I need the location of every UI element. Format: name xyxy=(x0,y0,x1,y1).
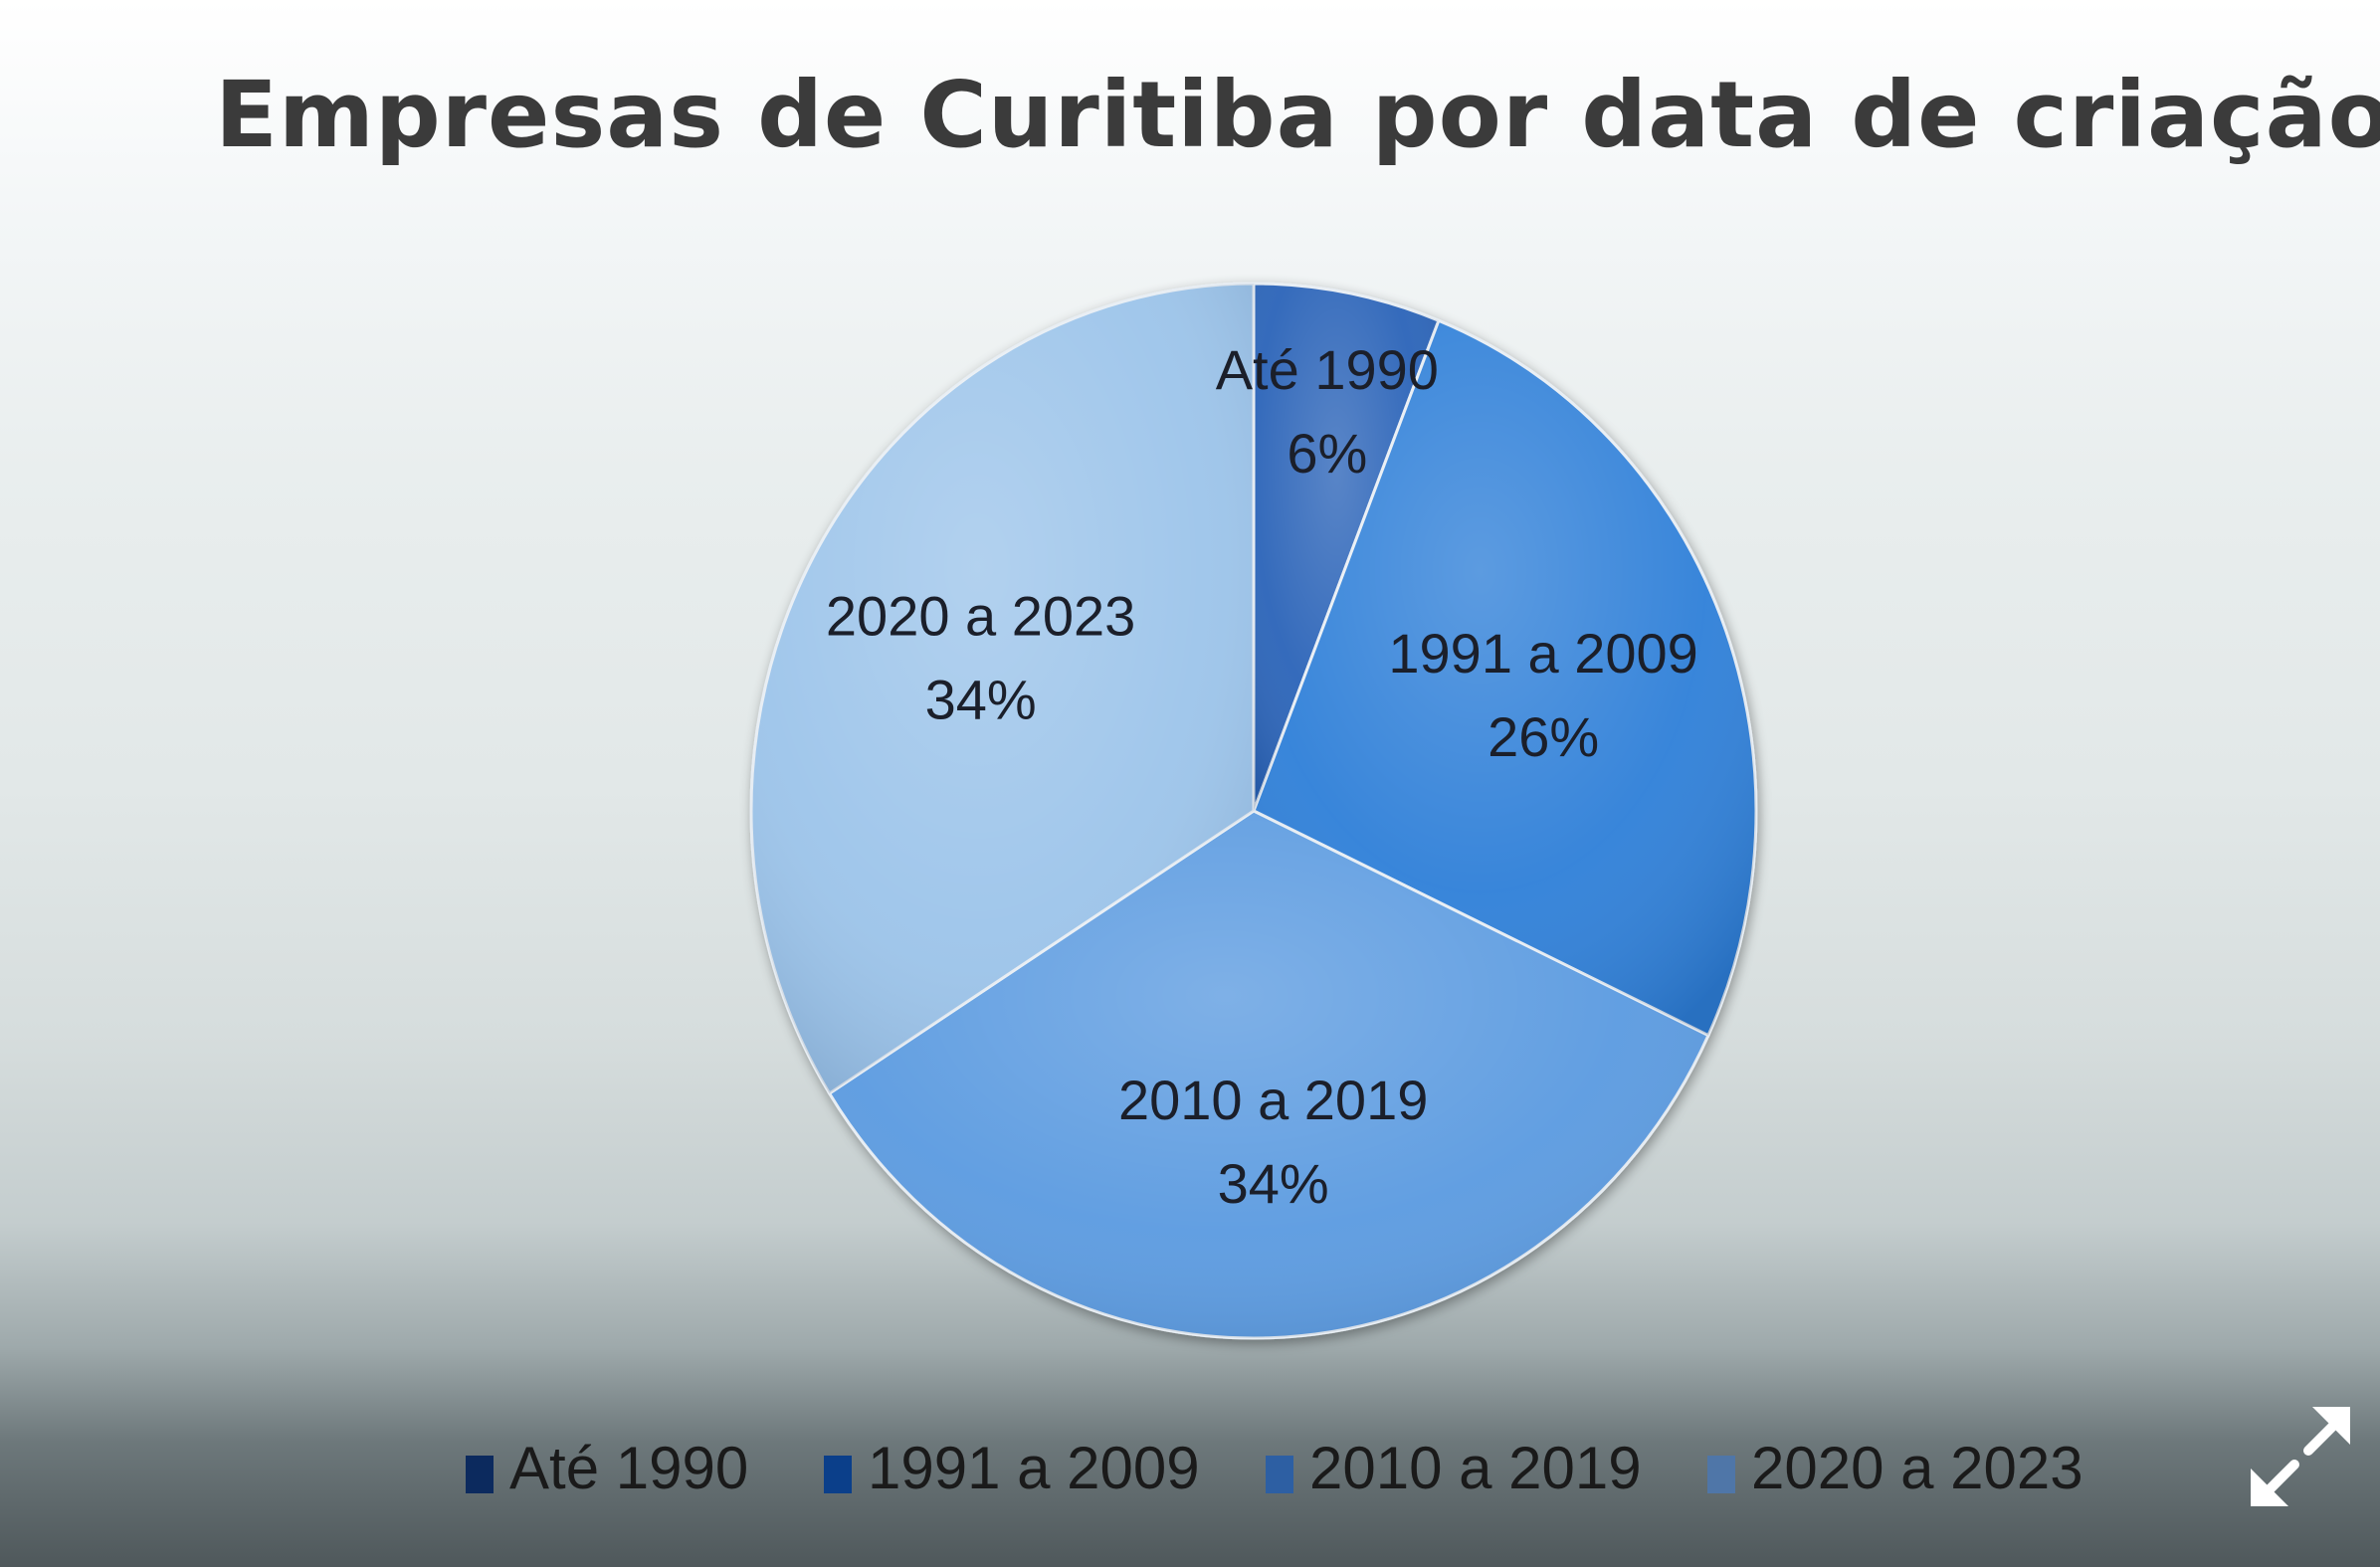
legend-item-4: 2020 a 2023 xyxy=(1707,1428,2083,1507)
slice-value-label-4: 34% xyxy=(925,669,1037,731)
legend-item-3: 2010 a 2019 xyxy=(1266,1428,1642,1507)
legend: Até 1990 1991 a 2009 2010 a 2019 2020 a 202… xyxy=(0,1428,2380,1507)
legend-swatch xyxy=(1266,1456,1293,1493)
expand-arrows-icon[interactable] xyxy=(2247,1403,2356,1512)
pie-shading xyxy=(751,284,1757,1339)
slice-value-label-3: 34% xyxy=(1218,1152,1329,1215)
slice-label-2: 1991 a 2009 xyxy=(1388,622,1697,685)
legend-label: 1991 a 2009 xyxy=(868,1434,1200,1501)
slice-value-label-1: 6% xyxy=(1287,422,1367,485)
legend-swatch xyxy=(824,1456,852,1493)
legend-item-1: Até 1990 xyxy=(466,1428,748,1507)
chart-title: Empresas de Curitiba por data de criação xyxy=(215,62,2380,168)
pie-slice-shade-4 xyxy=(751,284,1254,1093)
pie-slice-shade-3 xyxy=(829,811,1708,1339)
legend-swatch xyxy=(1707,1456,1735,1493)
legend-swatch xyxy=(466,1456,494,1493)
slice-label-4: 2020 a 2023 xyxy=(826,585,1135,648)
slice-label-3: 2010 a 2019 xyxy=(1118,1069,1428,1131)
pie-slice-shade-1 xyxy=(1254,284,1439,811)
legend-label: 2020 a 2023 xyxy=(1751,1434,2083,1501)
pie-labels: Até 1990 6% 1991 a 2009 26% 2010 a 2019 34% 20… xyxy=(826,338,1698,1215)
legend-label: Até 1990 xyxy=(509,1434,749,1501)
legend-item-2: 1991 a 2009 xyxy=(824,1428,1200,1507)
pie-slice-shade-2 xyxy=(1254,320,1757,1036)
legend-label: 2010 a 2019 xyxy=(1309,1434,1642,1501)
slice-label-1: Até 1990 xyxy=(1216,338,1439,401)
slice-value-label-2: 26% xyxy=(1488,705,1599,768)
